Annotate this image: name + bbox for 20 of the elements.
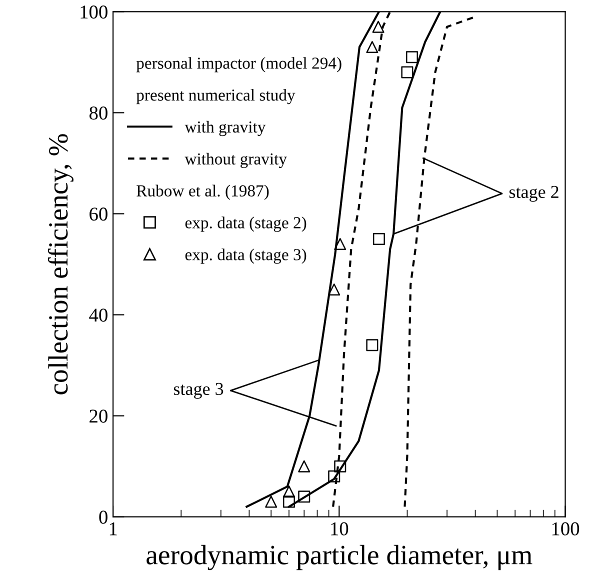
x-tick-label: 100 (552, 522, 580, 536)
legend-label: with gravity (184, 120, 266, 136)
annotation: stage 2 (509, 186, 558, 202)
y-tick-label: 0 (99, 510, 108, 524)
legend-label: exp. data (stage 2) (185, 216, 306, 232)
annotation: present numerical study (136, 88, 296, 104)
annotation: personal impactor (model 294) (136, 57, 342, 72)
x-tick-label: 10 (331, 522, 348, 536)
x-tick-label: 1 (110, 522, 117, 536)
y-tick-label: 60 (90, 208, 108, 221)
legend-label: without gravity (184, 152, 287, 168)
annotation: Rubow et al. (1987) (136, 184, 269, 200)
x-axis-title: aerodynamic particle diameter, μm (146, 544, 532, 570)
y-tick-label: 80 (89, 106, 108, 120)
annotation: stage 3 (174, 382, 224, 399)
y-axis-title: collection efficiency, % (48, 134, 74, 394)
legend-label: exp. data (stage 3) (185, 248, 306, 264)
y-tick-label: 40 (89, 308, 108, 322)
y-tick-label: 100 (80, 5, 108, 19)
y-tick-label: 20 (90, 410, 108, 423)
